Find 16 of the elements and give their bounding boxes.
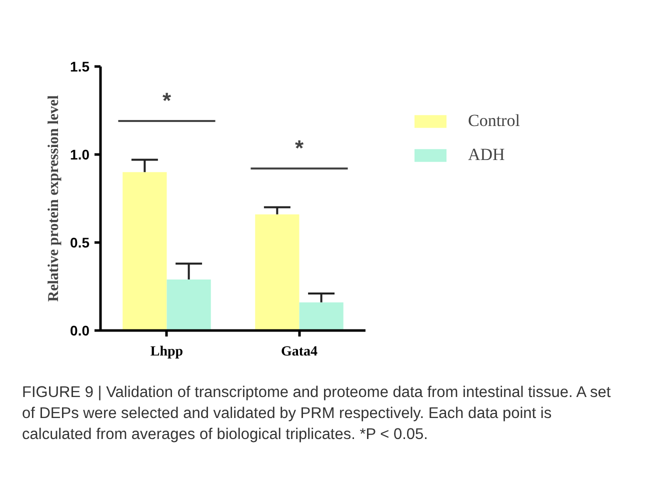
x-tick-label: Lhpp (150, 344, 184, 360)
y-tick-label: 0.5 (70, 234, 90, 250)
y-tick-label: 0.0 (70, 322, 90, 338)
y-tick-label: 1.5 (70, 58, 90, 74)
bar (166, 279, 211, 330)
annotation: * (162, 88, 172, 113)
legend-label: Control (468, 111, 520, 131)
bar (255, 214, 300, 330)
bar (299, 302, 344, 330)
y-axis-title: Relative protein expression level (46, 95, 62, 302)
legend-label: ADH (468, 145, 505, 165)
y-tick-label: 1.0 (70, 146, 90, 162)
caption: FIGURE 9 | Validation of transcriptome and proteome data from intestinal tissue. A set of DEPs were selected and validated by PRM respectively. Each data point is calculated from averages of biological triplicates. *P < 0.05. (22, 383, 612, 445)
bar (122, 172, 167, 330)
x-tick-label: Gata4 (280, 344, 318, 360)
annotation: * (294, 135, 304, 160)
